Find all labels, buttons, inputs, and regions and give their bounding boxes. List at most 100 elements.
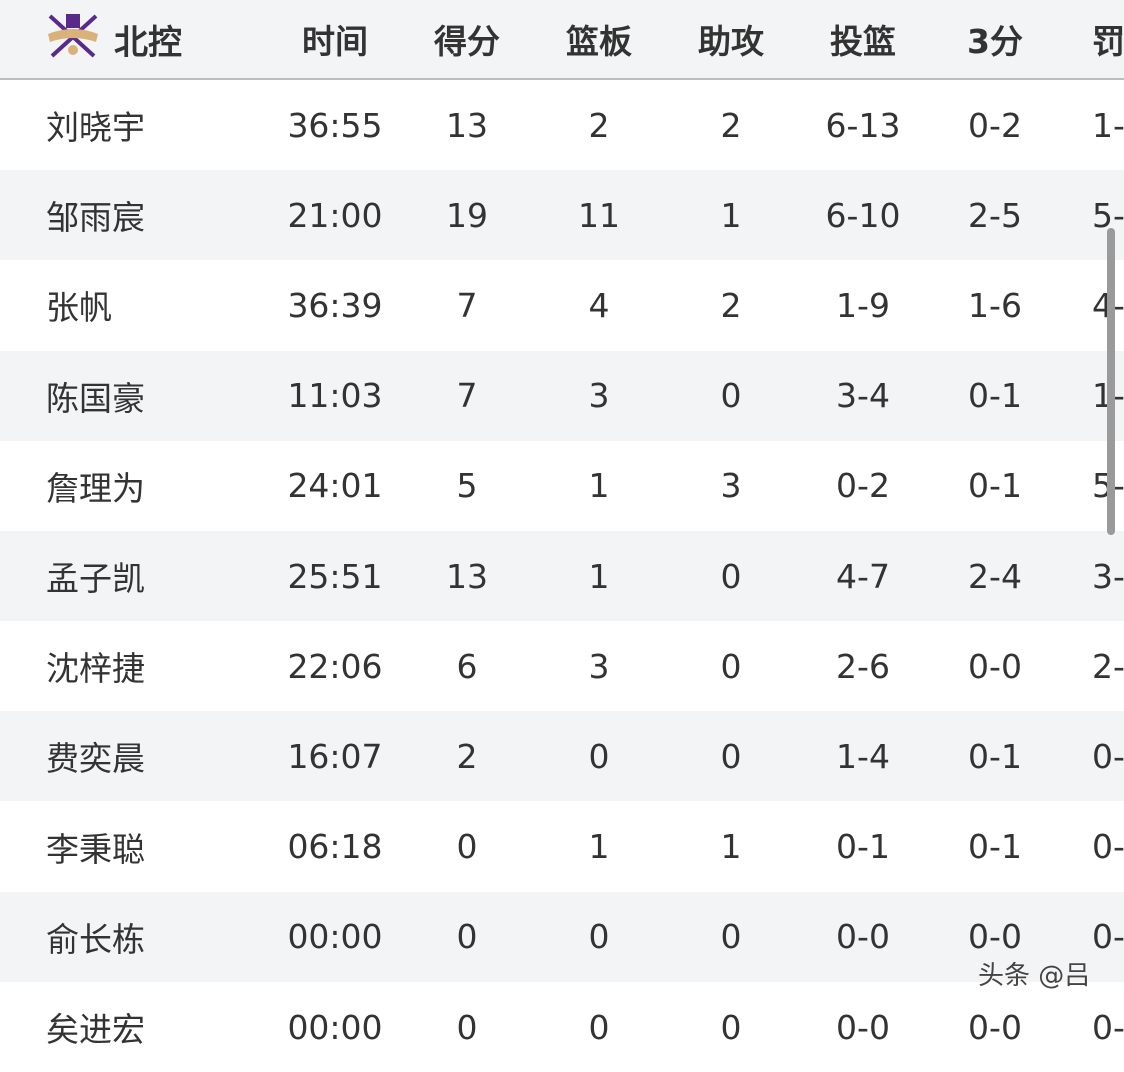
cell-three-pointers: 0-0 [968, 646, 1022, 686]
player-row[interactable]: 沈梓捷 22:06 6 3 0 2-6 0-0 2- [0, 621, 1124, 711]
player-row[interactable]: 矣进宏 00:00 0 0 0 0-0 0-0 0- [0, 982, 1124, 1072]
cell-field-goals: 0-0 [836, 917, 890, 957]
cell-assists: 2 [720, 285, 742, 325]
cell-three-pointers: 0-2 [968, 105, 1022, 145]
cell-points: 5 [456, 466, 478, 506]
cell-field-goals: 4-7 [836, 556, 890, 596]
cell-free-throws: 0- [1092, 736, 1124, 776]
cell-points: 0 [456, 1007, 478, 1047]
cell-points: 19 [446, 195, 488, 235]
cell-name[interactable]: 俞长栋 [46, 919, 145, 959]
watermark: 头条 @吕 [978, 961, 1091, 991]
cell-points: 0 [456, 917, 478, 957]
team-logo-icon [48, 14, 98, 58]
cell-points: 2 [456, 736, 478, 776]
cell-three-pointers: 2-5 [968, 195, 1022, 235]
cell-minutes: 36:55 [287, 105, 383, 145]
player-row[interactable]: 邹雨宸 21:00 19 11 1 6-10 2-5 5- [0, 170, 1124, 261]
cell-name[interactable]: 沈梓捷 [46, 649, 145, 689]
cell-three-pointers: 2-4 [968, 556, 1022, 596]
cell-points: 13 [446, 556, 488, 596]
cell-rebounds: 4 [588, 285, 610, 325]
cell-rebounds: 0 [588, 736, 610, 776]
cell-free-throws: 0- [1092, 827, 1124, 867]
column-header-three-pointers[interactable]: 3分 [967, 22, 1023, 61]
cell-rebounds: 1 [588, 466, 610, 506]
cell-field-goals: 0-1 [836, 827, 890, 867]
table-header: 北控 时间 得分 篮板 助攻 投篮 3分 罚 [0, 0, 1124, 80]
player-row[interactable]: 李秉聪 06:18 0 1 1 0-1 0-1 0- [0, 802, 1124, 892]
cell-rebounds: 3 [588, 376, 610, 416]
cell-minutes: 21:00 [287, 195, 383, 235]
cell-rebounds: 3 [588, 646, 610, 686]
cell-name[interactable]: 刘晓宇 [46, 108, 145, 147]
cell-field-goals: 1-4 [836, 736, 890, 776]
cell-points: 7 [456, 376, 478, 416]
cell-three-pointers: 0-1 [968, 827, 1022, 867]
cell-assists: 0 [720, 376, 742, 416]
column-header-points[interactable]: 得分 [434, 22, 500, 61]
cell-name[interactable]: 矣进宏 [46, 1010, 145, 1049]
cell-assists: 0 [720, 556, 742, 596]
cell-minutes: 11:03 [287, 376, 383, 416]
cell-three-pointers: 1-6 [968, 285, 1022, 325]
cell-three-pointers: 0-1 [968, 736, 1022, 776]
cell-field-goals: 2-6 [836, 646, 890, 686]
cell-name[interactable]: 费奕晨 [46, 739, 145, 779]
player-row[interactable]: 孟子凯 25:51 13 1 0 4-7 2-4 3- [0, 531, 1124, 621]
cell-rebounds: 0 [588, 1007, 610, 1047]
cell-rebounds: 0 [588, 917, 610, 957]
cell-minutes: 36:39 [287, 285, 383, 325]
cell-points: 0 [456, 827, 478, 867]
cell-minutes: 00:00 [287, 917, 383, 957]
cell-assists: 2 [720, 105, 742, 145]
cell-name[interactable]: 李秉聪 [46, 829, 145, 869]
cell-minutes: 00:00 [287, 1007, 383, 1047]
cell-field-goals: 1-9 [836, 285, 890, 325]
cell-points: 7 [456, 285, 478, 325]
player-row[interactable]: 俞长栋 00:00 0 0 0 0-0 0-0 0- [0, 891, 1124, 982]
player-row[interactable]: 刘晓宇 36:55 13 2 2 6-13 0-2 1- [0, 80, 1124, 170]
cell-assists: 0 [720, 1007, 742, 1047]
scrollbar[interactable] [1107, 228, 1115, 535]
cell-name[interactable]: 詹理为 [46, 468, 145, 508]
cell-assists: 3 [720, 466, 742, 506]
cell-field-goals: 6-13 [825, 105, 901, 145]
cell-points: 6 [456, 646, 478, 686]
column-header-field-goals[interactable]: 投篮 [830, 22, 896, 61]
team-name: 北控 [114, 22, 182, 63]
cell-points: 13 [446, 105, 488, 145]
cell-assists: 1 [720, 827, 742, 867]
cell-name[interactable]: 张帆 [46, 288, 112, 328]
cell-assists: 0 [720, 646, 742, 686]
cell-rebounds: 1 [588, 556, 610, 596]
cell-field-goals: 3-4 [836, 376, 890, 416]
cell-minutes: 06:18 [287, 827, 383, 867]
cell-field-goals: 0-2 [836, 466, 890, 506]
cell-three-pointers: 0-0 [968, 1007, 1022, 1047]
cell-three-pointers: 0-1 [968, 376, 1022, 416]
cell-minutes: 25:51 [287, 556, 383, 596]
column-header-assists[interactable]: 助攻 [698, 22, 764, 61]
cell-free-throws: 2- [1092, 646, 1124, 686]
cell-assists: 0 [720, 917, 742, 957]
cell-name[interactable]: 孟子凯 [46, 559, 145, 598]
cell-rebounds: 1 [588, 827, 610, 867]
cell-free-throws: 3- [1092, 556, 1124, 596]
cell-rebounds: 11 [578, 195, 620, 235]
cell-minutes: 24:01 [287, 466, 383, 506]
column-header-minutes[interactable]: 时间 [302, 22, 368, 61]
cell-free-throws: 0- [1092, 917, 1124, 957]
cell-name[interactable]: 邹雨宸 [46, 198, 145, 238]
column-header-free-throws[interactable]: 罚 [1092, 22, 1124, 61]
cell-free-throws: 1- [1092, 105, 1124, 145]
cell-assists: 0 [720, 736, 742, 776]
cell-name[interactable]: 陈国豪 [46, 378, 145, 418]
cell-free-throws: 0- [1092, 1007, 1124, 1047]
player-row[interactable]: 费奕晨 16:07 2 0 0 1-4 0-1 0- [0, 711, 1124, 802]
cell-rebounds: 2 [588, 105, 610, 145]
column-header-rebounds[interactable]: 篮板 [566, 22, 632, 61]
